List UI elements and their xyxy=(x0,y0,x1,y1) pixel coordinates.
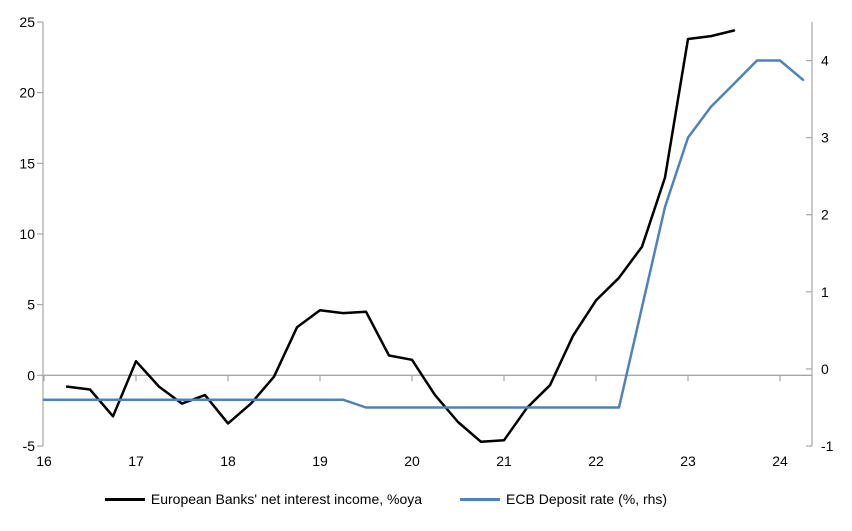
left-axis-label: 10 xyxy=(19,226,35,242)
ecb-legend-label: ECB Deposit rate (%, rhs) xyxy=(506,491,668,507)
nii-series-line xyxy=(65,29,736,444)
nii-legend-label: European Banks' net interest income, %oy… xyxy=(150,491,423,507)
chart-legend: European Banks' net interest income, %oy… xyxy=(0,487,852,511)
x-axis-label: 21 xyxy=(496,453,512,469)
x-axis-label: 19 xyxy=(312,453,328,469)
left-axis-label: 0 xyxy=(27,367,35,383)
left-axis-label: 15 xyxy=(19,155,35,171)
right-axis-label: 1 xyxy=(821,284,829,300)
right-axis-label: 2 xyxy=(821,207,829,223)
left-axis-label: 5 xyxy=(27,297,35,313)
x-axis-label: 20 xyxy=(404,453,420,469)
x-axis-label: 16 xyxy=(36,453,52,469)
legend-item-ecb: ECB Deposit rate (%, rhs) xyxy=(460,491,667,507)
legend-item-nii: European Banks' net interest income, %oy… xyxy=(104,491,423,507)
right-axis-label: 3 xyxy=(821,130,829,146)
right-axis-label: -1 xyxy=(821,438,834,454)
left-axis-label: -5 xyxy=(23,438,36,454)
left-axis-label: 25 xyxy=(19,14,35,30)
ecb-line-swatch xyxy=(460,497,501,501)
right-axis-label: 4 xyxy=(821,53,829,69)
nii-line-swatch xyxy=(104,497,145,501)
x-axis-label: 23 xyxy=(680,453,696,469)
x-axis-label: 18 xyxy=(220,453,236,469)
right-axis-label: 0 xyxy=(821,361,829,377)
x-axis-label: 24 xyxy=(772,453,788,469)
x-axis-label: 17 xyxy=(128,453,144,469)
x-axis-label: 22 xyxy=(588,453,604,469)
ecb-series-line xyxy=(42,59,805,409)
left-axis-label: 20 xyxy=(19,85,35,101)
